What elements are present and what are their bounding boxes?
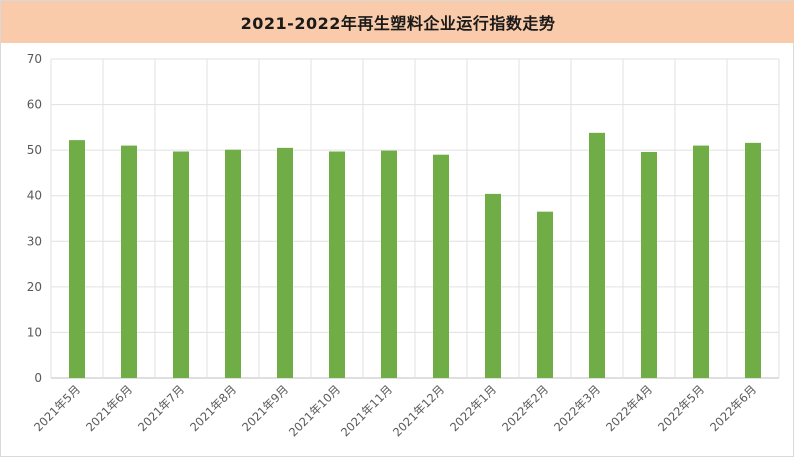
x-tick-label: 2021年6月 (83, 382, 135, 434)
x-tick-label: 2021年5月 (31, 382, 83, 434)
x-tick-label: 2021年11月 (338, 382, 395, 439)
y-tick-label: 30 (27, 234, 42, 248)
title-bar: 2021-2022年再生塑料企业运行指数走势 (1, 1, 794, 43)
bar (433, 154, 449, 378)
bar (173, 151, 189, 378)
x-tick-label: 2022年2月 (499, 382, 551, 434)
y-tick-label: 40 (27, 189, 42, 203)
y-tick-label: 50 (27, 143, 42, 157)
y-tick-label: 20 (27, 280, 42, 294)
y-tick-label: 60 (27, 98, 42, 112)
x-tick-label: 2022年5月 (655, 382, 707, 434)
y-tick-label: 70 (27, 52, 42, 66)
x-tick-label: 2021年7月 (135, 382, 187, 434)
x-tick-label: 2022年6月 (707, 382, 759, 434)
y-tick-label: 10 (27, 325, 42, 339)
bar (329, 151, 345, 378)
bar (485, 193, 501, 378)
bar (121, 145, 137, 378)
bar (277, 147, 293, 378)
chart-title: 2021-2022年再生塑料企业运行指数走势 (240, 14, 556, 33)
x-tick-label: 2021年8月 (187, 382, 239, 434)
x-tick-label: 2022年4月 (603, 382, 655, 434)
bar (69, 140, 85, 378)
bar (225, 149, 241, 378)
bar (537, 211, 553, 378)
bar (693, 145, 709, 378)
bar (641, 151, 657, 378)
x-tick-label: 2021年10月 (286, 382, 343, 439)
x-tick-label: 2022年1月 (447, 382, 499, 434)
x-tick-label: 2021年9月 (239, 382, 291, 434)
bar (589, 132, 605, 378)
bar (381, 150, 397, 378)
y-tick-label: 0 (34, 371, 42, 385)
bar (745, 142, 761, 378)
x-tick-label: 2021年12月 (390, 382, 447, 439)
x-tick-label: 2022年3月 (551, 382, 603, 434)
